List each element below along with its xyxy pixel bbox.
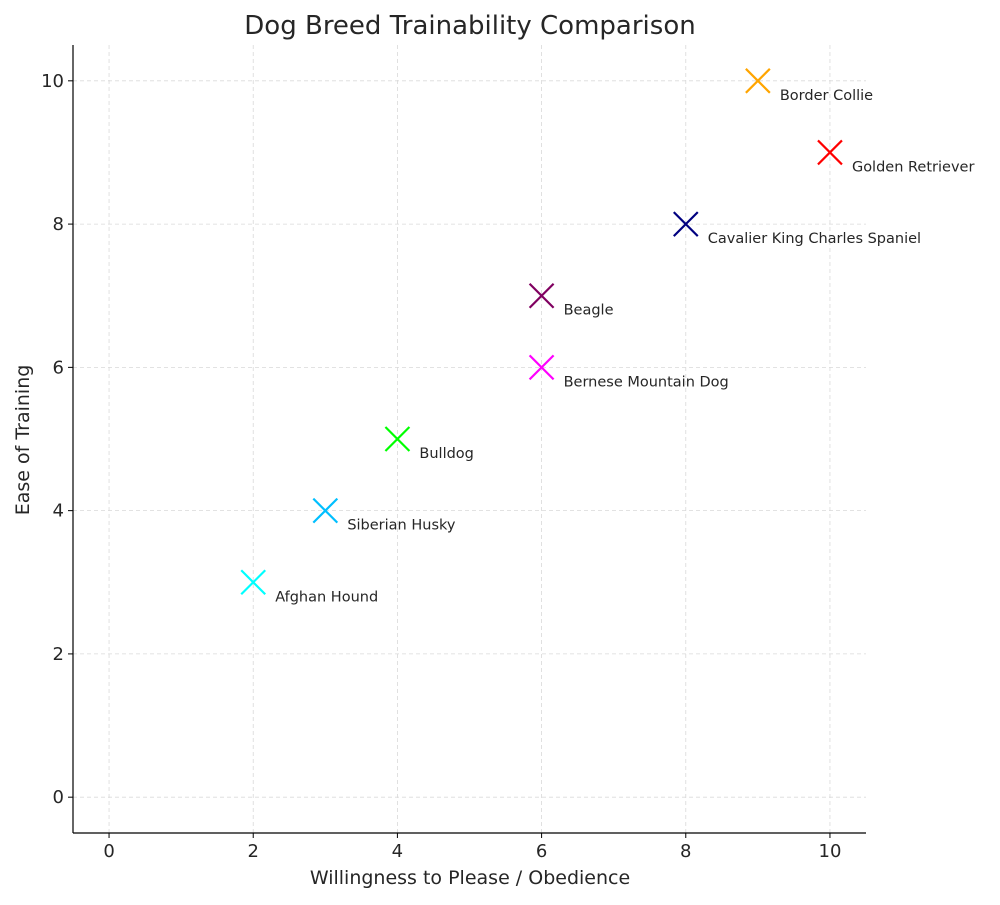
point-label: Afghan Hound bbox=[275, 589, 378, 605]
point-label: Siberian Husky bbox=[347, 518, 456, 534]
x-marker-stroke bbox=[528, 354, 555, 381]
x-tick-label: 2 bbox=[248, 841, 259, 862]
y-tick-label: 8 bbox=[53, 214, 64, 235]
point-label: Bernese Mountain Dog bbox=[564, 374, 729, 390]
grid bbox=[73, 45, 866, 833]
data-point: Bulldog bbox=[384, 426, 474, 462]
point-label: Bulldog bbox=[419, 446, 473, 462]
axes-frame bbox=[73, 45, 866, 833]
x-axis-label: Willingness to Please / Obedience bbox=[310, 867, 630, 889]
x-marker-stroke bbox=[312, 497, 339, 524]
chart-title: Dog Breed Trainability Comparison bbox=[244, 11, 695, 41]
y-tick-label: 2 bbox=[53, 644, 64, 665]
x-marker-stroke bbox=[672, 211, 699, 237]
y-tick-label: 6 bbox=[53, 357, 64, 378]
x-tick-label: 6 bbox=[536, 841, 547, 862]
x-tick-label: 8 bbox=[680, 841, 691, 862]
x-tick-label: 0 bbox=[103, 841, 114, 862]
data-point: Border Collie bbox=[745, 68, 873, 104]
data-point: Beagle bbox=[528, 282, 614, 319]
point-label: Cavalier King Charles Spaniel bbox=[708, 231, 921, 247]
y-tick-label: 0 bbox=[53, 787, 64, 808]
data-point: Golden Retriever bbox=[817, 139, 975, 175]
x-marker-stroke bbox=[384, 426, 411, 452]
data-point: Siberian Husky bbox=[312, 497, 456, 534]
x-marker-stroke bbox=[528, 282, 555, 309]
x-marker-stroke bbox=[745, 68, 771, 94]
y-axis-label: Ease of Training bbox=[12, 365, 34, 516]
point-label: Golden Retriever bbox=[852, 159, 975, 175]
ticks: 0 2 4 6 8 10 0 2 4 6 8 10 bbox=[41, 71, 841, 862]
y-tick-label: 10 bbox=[41, 71, 64, 92]
points: Border Collie Golden Retriever Cavalier Ki… bbox=[240, 68, 975, 605]
data-point: Bernese Mountain Dog bbox=[528, 354, 729, 390]
x-tick-label: 10 bbox=[819, 841, 842, 862]
x-marker-stroke bbox=[817, 139, 843, 166]
data-point: Afghan Hound bbox=[240, 569, 378, 605]
x-marker-stroke bbox=[240, 569, 267, 596]
x-tick-label: 4 bbox=[392, 841, 403, 862]
point-label: Beagle bbox=[564, 303, 614, 319]
point-label: Border Collie bbox=[780, 88, 873, 104]
y-tick-label: 4 bbox=[53, 501, 64, 522]
data-point: Cavalier King Charles Spaniel bbox=[672, 211, 921, 247]
